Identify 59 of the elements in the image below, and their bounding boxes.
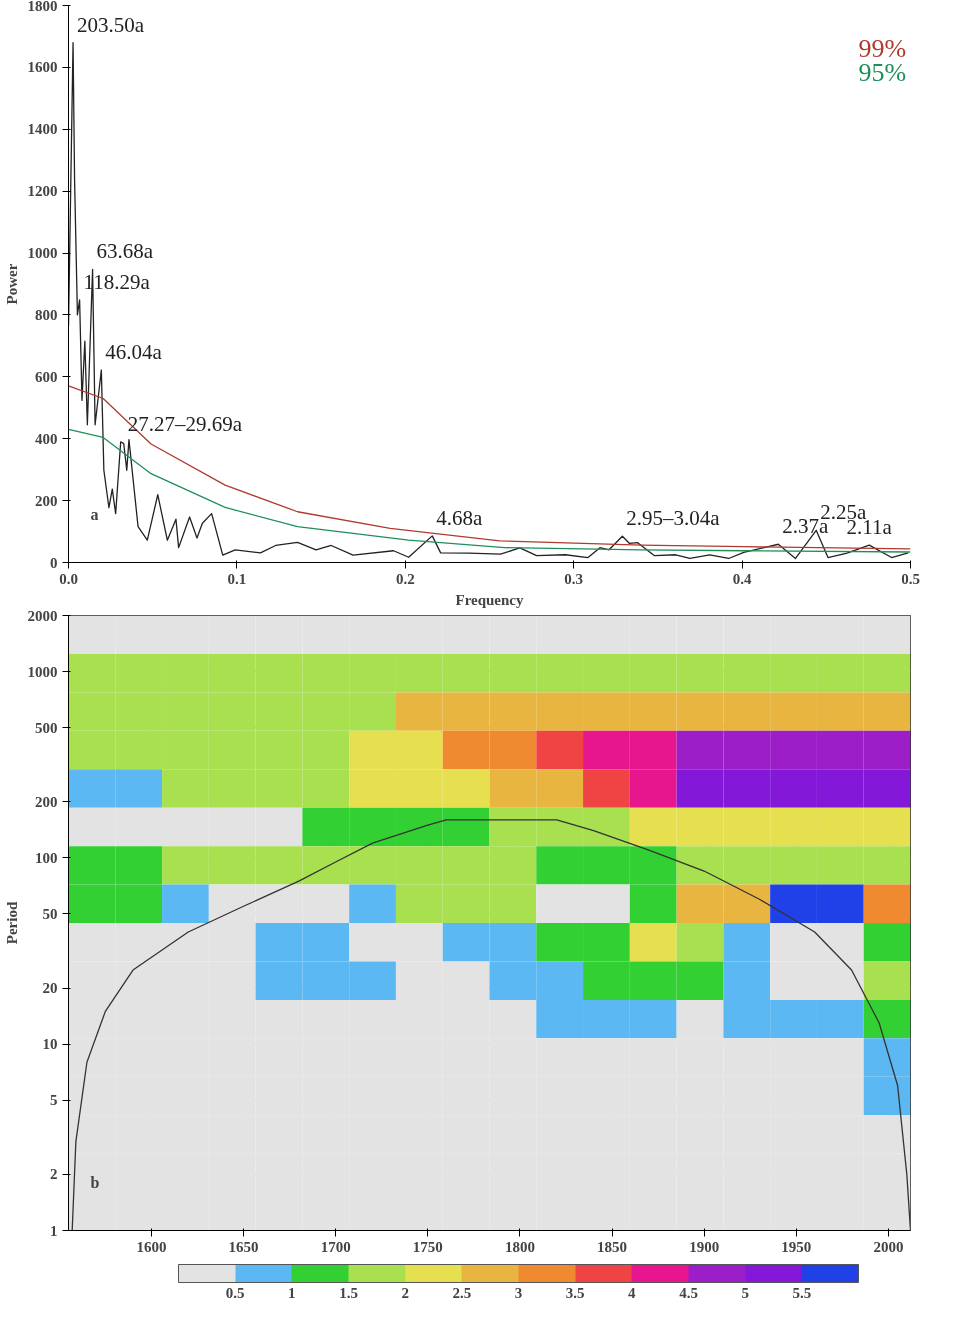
x-tick-label: 0.3 [564,570,584,587]
x-axis-title: Frequency [455,591,525,608]
x-tick-label: 1650 [228,1238,259,1255]
color-bar-label: 5 [741,1284,749,1301]
y-axis-title: Period [3,901,20,945]
y-tick-label: 500 [35,719,58,736]
annotation: b [90,1173,100,1191]
annotation: 4.68a [436,505,483,530]
y-tick-label: 800 [35,306,58,323]
annotation: a [90,505,99,523]
annotation: 63.68a [96,239,154,264]
y-tick-label: 200 [35,793,58,810]
annotation: 27.27–29.69a [127,411,243,436]
x-tick-label: 1800 [504,1238,535,1255]
color-bar-label: 3 [514,1284,523,1301]
y-tick-label: 0 [50,554,58,571]
x-tick-label: 0.2 [395,570,415,587]
y-tick-label: 20 [42,980,58,997]
x-tick-label: 2000 [873,1238,904,1255]
y-tick-label: 400 [35,430,58,447]
color-bar-label: 1.5 [339,1284,358,1301]
color-bar-label: 1 [288,1284,296,1301]
annotation: 2.95–3.04a [626,506,721,531]
x-tick-label: 1700 [320,1238,351,1255]
x-tick-label: 0.5 [901,570,920,587]
y-tick-label: 2000 [27,607,58,624]
x-tick-label: 0.4 [732,570,752,587]
x-tick-label: 0.1 [227,570,247,587]
y-tick-label: 2 [50,1166,58,1183]
y-tick-label: 1800 [27,0,58,14]
x-tick-label: 1900 [689,1238,720,1255]
y-tick-label: 600 [35,368,58,385]
y-tick-label: 1200 [27,183,58,200]
color-bar-label: 2.5 [452,1284,472,1301]
x-tick-label: 1950 [781,1238,812,1255]
x-tick-label: 1600 [136,1238,167,1255]
color-bar-label: 4.5 [679,1284,698,1301]
y-tick-label: 1000 [27,663,58,680]
y-tick-label: 200 [35,492,58,509]
line-series [68,385,911,550]
y-tick-label: 10 [42,1036,58,1053]
color-bar-label: 2 [401,1284,409,1301]
y-tick-label: 1600 [27,59,58,76]
color-bar-label: 5.5 [792,1284,812,1301]
y-tick-label: 1 [50,1222,58,1239]
x-tick-label: 1850 [597,1238,628,1255]
annotation: 46.04a [105,340,163,365]
y-tick-label: 1400 [27,121,58,138]
y-tick-label: 50 [42,905,58,922]
y-tick-label: 5 [50,1092,58,1109]
x-tick-label: 0.0 [59,570,78,587]
y-tick-label: 1000 [27,245,58,262]
color-bar-label: 0.5 [225,1284,245,1301]
color-bar-label: 3.5 [565,1284,585,1301]
y-axis-title: Power [3,263,20,305]
x-tick-label: 1750 [412,1238,443,1255]
annotation: 203.50a [77,12,145,37]
y-tick-label: 100 [35,849,58,866]
color-bar-label: 4 [628,1284,637,1301]
